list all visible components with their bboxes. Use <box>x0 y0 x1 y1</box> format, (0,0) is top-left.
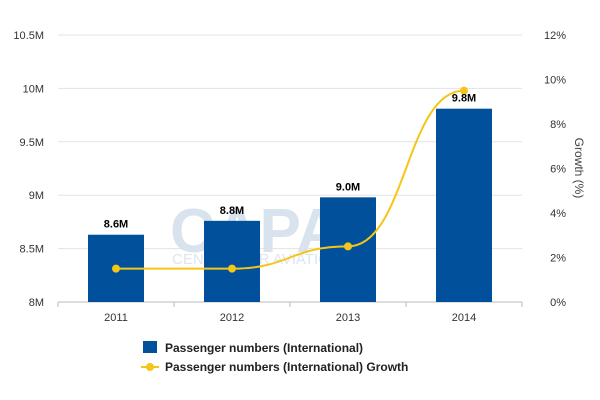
y-axis-left: 8M 8.5M 9M 9.5M 10M 10.5M <box>13 30 44 309</box>
y-right-tick-label: 8% <box>550 119 566 131</box>
legend-bar-swatch <box>143 341 157 353</box>
line-series <box>112 86 468 273</box>
y-right-tick-label: 2% <box>550 253 566 265</box>
y-right-tick-label: 10% <box>544 75 566 87</box>
x-tick-label: 2014 <box>452 312 476 324</box>
bar-data-label: 8.8M <box>220 205 244 217</box>
y-right-tick-label: 4% <box>550 208 566 220</box>
legend-line-label: Passenger numbers (International) Growth <box>165 360 408 374</box>
y-right-tick-label: 6% <box>550 164 566 176</box>
data-labels: 8.6M 8.8M 9.0M 9.8M <box>104 93 476 231</box>
y-left-tick-label: 8M <box>29 297 44 309</box>
growth-line <box>115 89 465 270</box>
growth-point <box>460 86 468 95</box>
bar-series <box>88 108 492 302</box>
bar-data-label: 9.0M <box>336 181 360 193</box>
growth-point <box>344 242 352 251</box>
y-axis-right: 0% 2% 4% 6% 8% 10% 12% <box>544 30 566 309</box>
bar <box>436 108 492 302</box>
bar-data-label: 9.8M <box>452 93 476 105</box>
x-tick-label: 2012 <box>220 312 244 324</box>
x-axis: 2011 2012 2013 2014 <box>57 302 523 324</box>
bar-data-label: 8.6M <box>104 219 128 231</box>
bar <box>204 220 260 302</box>
x-tick-label: 2013 <box>336 312 360 324</box>
x-tick-label: 2011 <box>104 312 128 324</box>
y-right-tick-label: 0% <box>550 297 566 309</box>
y-right-tick-label: 12% <box>544 30 566 42</box>
y-left-tick-label: 9.5M <box>20 137 44 149</box>
legend-bar-label: Passenger numbers (International) <box>165 341 363 355</box>
y-left-tick-label: 8.5M <box>20 244 44 256</box>
y-left-tick-label: 9M <box>29 190 44 202</box>
y-axis-right-title: Growth (%) <box>572 138 586 199</box>
growth-point <box>112 264 120 273</box>
growth-point <box>228 264 236 273</box>
legend-line-marker <box>146 363 154 371</box>
y-left-tick-label: 10M <box>23 83 44 95</box>
y-left-tick-label: 10.5M <box>13 30 44 42</box>
legend: Passenger numbers (International) Passeng… <box>141 341 408 374</box>
